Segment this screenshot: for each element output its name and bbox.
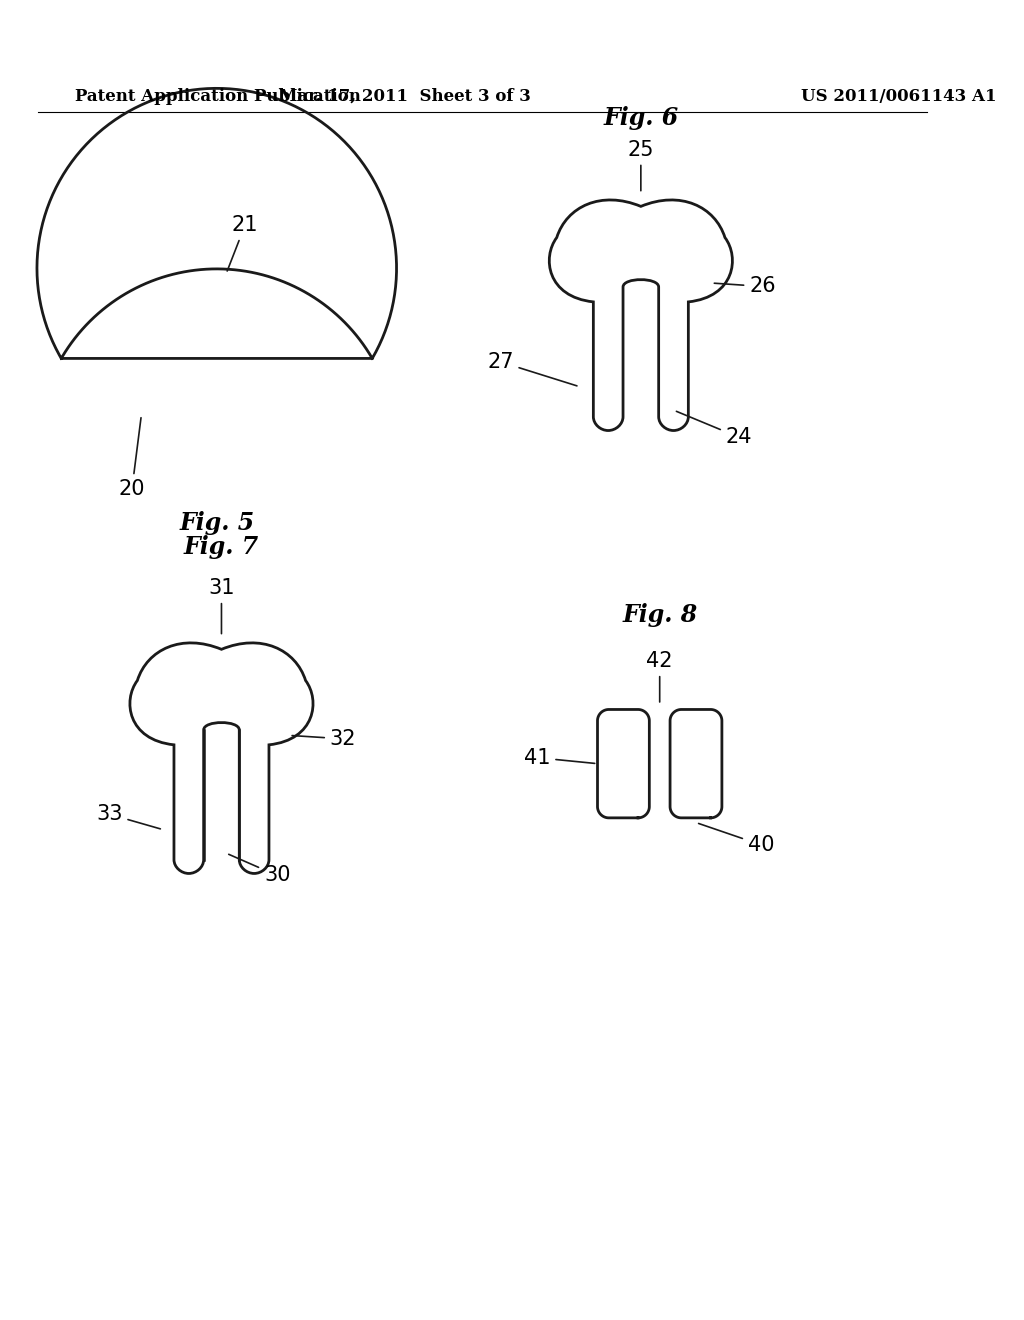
Text: 24: 24: [677, 412, 753, 447]
Text: 40: 40: [698, 824, 774, 855]
Text: Fig. 8: Fig. 8: [622, 603, 697, 627]
Text: US 2011/0061143 A1: US 2011/0061143 A1: [801, 88, 996, 104]
Text: 26: 26: [715, 276, 776, 297]
Text: 20: 20: [119, 417, 145, 499]
Text: Patent Application Publication: Patent Application Publication: [76, 88, 361, 104]
Text: 31: 31: [208, 578, 234, 634]
Text: Fig. 5: Fig. 5: [179, 511, 254, 536]
Text: 41: 41: [524, 747, 595, 768]
Text: 25: 25: [628, 140, 654, 190]
Text: 30: 30: [228, 854, 291, 886]
Text: 32: 32: [292, 729, 356, 748]
Text: Mar. 17, 2011  Sheet 3 of 3: Mar. 17, 2011 Sheet 3 of 3: [280, 88, 531, 104]
Text: 42: 42: [646, 651, 673, 702]
Text: 33: 33: [96, 804, 161, 829]
Text: Fig. 7: Fig. 7: [184, 535, 259, 558]
Text: Fig. 6: Fig. 6: [603, 106, 679, 131]
Text: 21: 21: [227, 215, 258, 271]
Text: 27: 27: [487, 352, 577, 385]
